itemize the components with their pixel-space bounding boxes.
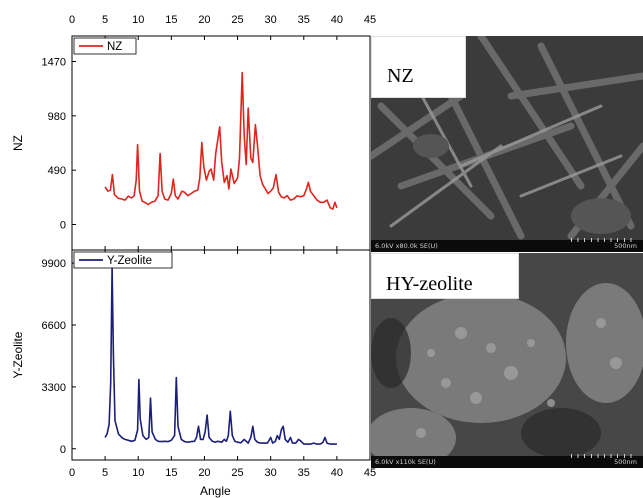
sem-scale: 500nm [614, 242, 637, 250]
sem-info-bar: 6.0kV x80.0k SE(U) 500nm [371, 238, 643, 252]
y-tick-label: 1470 [42, 57, 66, 69]
scale-bar [571, 238, 637, 242]
y-tick-label: 0 [60, 219, 66, 231]
x-tick-label-top: 25 [231, 14, 243, 26]
x-tick-label: 10 [132, 467, 144, 479]
legend-label: Y-Zeolite [107, 255, 152, 267]
x-tick-label: 40 [331, 467, 343, 479]
x-tick-label-top: 15 [165, 14, 177, 26]
legend-box [73, 37, 137, 55]
y-tick-label: 980 [48, 111, 66, 123]
x-tick-label-top: 20 [198, 14, 210, 26]
sem-image-nz: NZ 6.0kV x80.0k SE(U) 500nm [371, 36, 643, 252]
x-tick-label: 0 [69, 467, 75, 479]
x-tick-label: 5 [102, 467, 108, 479]
y-tick-label: 3300 [42, 382, 66, 394]
y-tick-label: 0 [60, 444, 66, 456]
sem-caption-nz: NZ [371, 36, 466, 98]
x-tick-label: 35 [298, 467, 310, 479]
sem-image-hy-zeolite: HY-zeolite 6.0kV x110k SE(U) 500nm [371, 253, 643, 468]
x-tick-label: 45 [364, 467, 376, 479]
y-axis-label: Y-Zeolite [11, 331, 25, 378]
x-tick-label: 25 [231, 467, 243, 479]
series-line [104, 266, 337, 445]
y-tick-label: 490 [48, 165, 66, 177]
plot-frame [71, 249, 371, 461]
scale-bar [571, 454, 637, 458]
series-line [104, 71, 338, 210]
legend-box [73, 251, 173, 269]
sem-scale: 500nm [614, 458, 637, 466]
x-tick-label: 20 [198, 467, 210, 479]
x-tick-label-top: 30 [265, 14, 277, 26]
x-axis-label: Angle [200, 484, 231, 498]
x-tick-label-top: 10 [132, 14, 144, 26]
sem-info-bar: 6.0kV x110k SE(U) 500nm [371, 454, 643, 468]
sem-params: 6.0kV x80.0k SE(U) [375, 242, 438, 250]
y-tick-label: 9900 [42, 258, 66, 270]
x-tick-label-top: 35 [298, 14, 310, 26]
y-tick-label: 6600 [42, 320, 66, 332]
x-tick-label-top: 5 [102, 14, 108, 26]
x-tick-label-top: 40 [331, 14, 343, 26]
sem-params: 6.0kV x110k SE(U) [375, 458, 436, 466]
x-tick-label-top: 0 [69, 14, 75, 26]
y-axis-label: NZ [11, 135, 25, 151]
sem-caption-hy-zeolite: HY-zeolite [371, 253, 519, 299]
x-tick-label-top: 45 [364, 14, 376, 26]
legend-label: NZ [107, 41, 122, 53]
x-tick-label: 30 [265, 467, 277, 479]
x-tick-label: 15 [165, 467, 177, 479]
